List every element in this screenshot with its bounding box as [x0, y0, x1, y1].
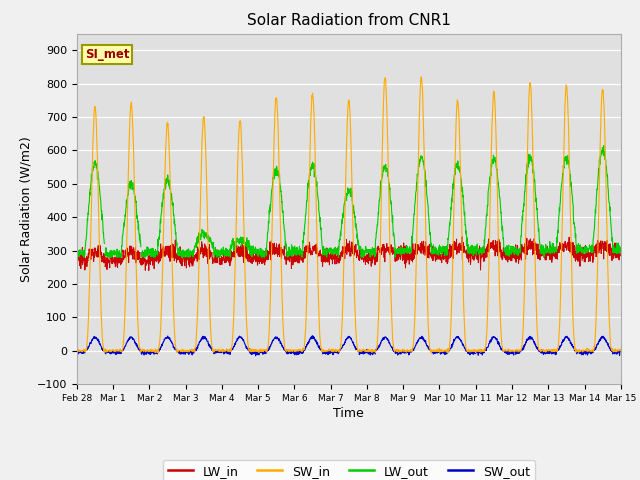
SW_out	[73, 350, 81, 356]
LW_in	[365, 261, 372, 267]
LW_in	[584, 254, 592, 260]
SW_out	[584, 350, 592, 356]
SW_in	[584, 348, 592, 354]
LW_in	[73, 258, 81, 264]
SW_in	[417, 74, 425, 80]
LW_out	[365, 250, 372, 255]
LW_out	[376, 186, 384, 192]
Line: SW_out: SW_out	[77, 336, 621, 356]
SW_in	[154, 350, 162, 356]
LW_in	[225, 252, 232, 258]
SW_in	[617, 347, 625, 352]
LW_in	[145, 268, 153, 274]
LW_out	[73, 248, 81, 253]
SW_in	[507, 349, 515, 355]
SW_in	[376, 245, 384, 251]
SW_out	[617, 347, 625, 353]
SW_out	[252, 353, 259, 359]
LW_out	[507, 251, 515, 257]
Line: SW_in: SW_in	[77, 77, 621, 353]
SW_in	[225, 348, 232, 354]
LW_in	[617, 253, 625, 259]
LW_out	[617, 248, 625, 253]
LW_in	[376, 248, 384, 253]
SW_out	[569, 345, 577, 350]
Text: SI_met: SI_met	[85, 48, 129, 61]
Line: LW_in: LW_in	[77, 237, 621, 271]
LW_out	[584, 249, 591, 254]
SW_out	[309, 333, 317, 339]
SW_out	[365, 349, 372, 355]
SW_in	[569, 316, 577, 322]
LW_out	[569, 200, 577, 205]
SW_out	[507, 351, 515, 357]
LW_out	[225, 250, 232, 256]
SW_out	[377, 340, 385, 346]
LW_in	[458, 234, 466, 240]
SW_in	[365, 348, 372, 354]
Legend: LW_in, SW_in, LW_out, SW_out: LW_in, SW_in, LW_out, SW_out	[163, 460, 535, 480]
LW_in	[507, 253, 515, 259]
SW_out	[225, 350, 232, 356]
Line: LW_out: LW_out	[77, 145, 621, 257]
SW_in	[73, 348, 81, 353]
LW_in	[569, 240, 577, 245]
Y-axis label: Solar Radiation (W/m2): Solar Radiation (W/m2)	[20, 136, 33, 282]
X-axis label: Time: Time	[333, 407, 364, 420]
Title: Solar Radiation from CNR1: Solar Radiation from CNR1	[247, 13, 451, 28]
